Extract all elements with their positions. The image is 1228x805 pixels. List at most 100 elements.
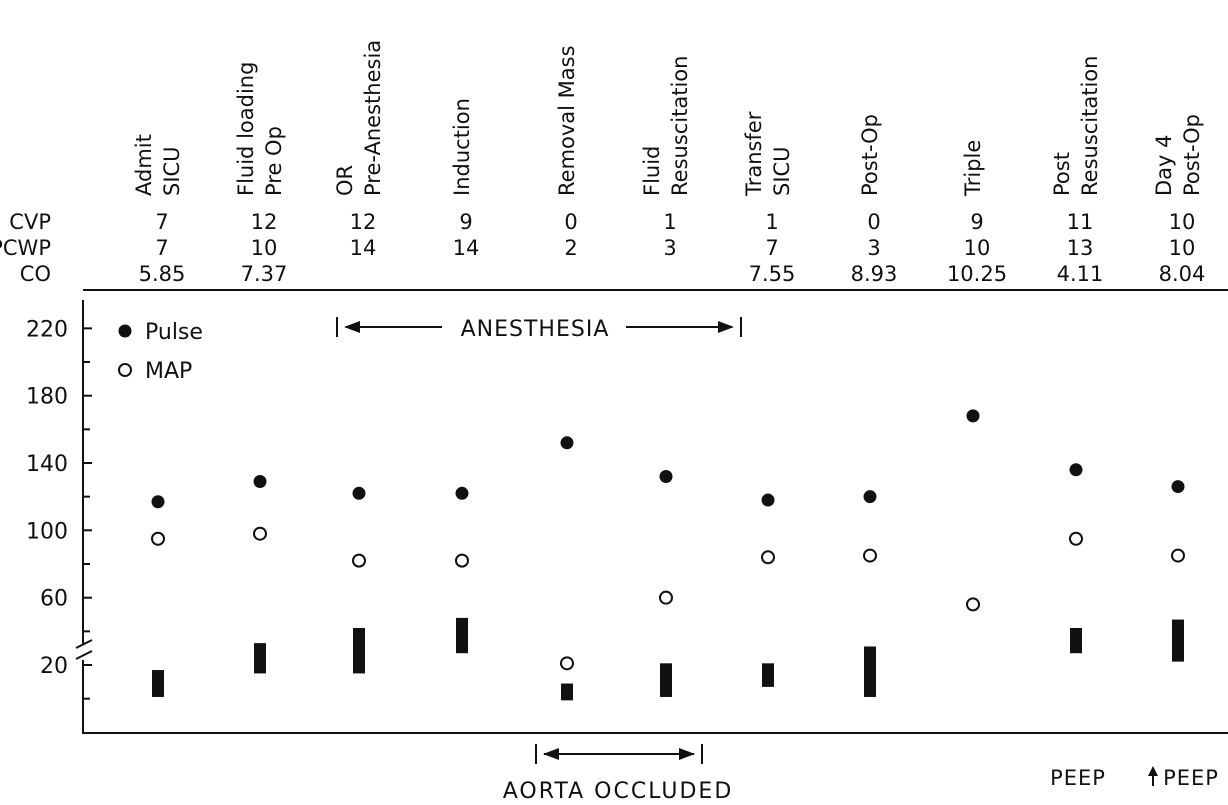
- table-cell: 3: [663, 236, 676, 260]
- category-label: Pre Op: [262, 126, 286, 196]
- peep-label-1: PEEP: [1050, 766, 1106, 790]
- map-point: [352, 553, 366, 568]
- category-label: Admit: [132, 134, 156, 196]
- map-point: [560, 656, 574, 671]
- category-label: Transfer: [742, 111, 766, 197]
- bar: [561, 683, 573, 701]
- table-cell: 10: [1169, 210, 1196, 234]
- table-cell: 10: [251, 236, 278, 260]
- peep-label-2-group: PEEP: [1148, 766, 1219, 790]
- category-label: Resuscitation: [1078, 56, 1102, 196]
- legend-map-label: MAP: [145, 359, 192, 384]
- category-label: SICU: [770, 146, 794, 196]
- table-cell: 9: [459, 210, 472, 234]
- category-label: Resuscitation: [668, 56, 692, 196]
- arrow-right-icon: [718, 321, 734, 333]
- map-point: [151, 531, 165, 546]
- pulse-point: [560, 436, 574, 450]
- legend-pulse-label: Pulse: [145, 320, 203, 345]
- pulse-point: [1171, 480, 1185, 494]
- y-axis: 220 180 140 100 60 20: [26, 317, 92, 700]
- pulse-point: [253, 475, 267, 489]
- aorta-occluded-label: AORTA OCCLUDED: [503, 779, 734, 804]
- table-cell: 13: [1067, 236, 1094, 260]
- bar: [456, 617, 468, 654]
- category-label: Post-Op: [858, 114, 882, 196]
- pulse-point: [659, 469, 673, 483]
- y-tick-label: 20: [40, 654, 68, 679]
- category-label: Fluid: [640, 146, 664, 196]
- category-label: SICU: [160, 146, 184, 196]
- pulse-point: [863, 490, 877, 504]
- table-cell: 9: [970, 210, 983, 234]
- category-label: Removal Mass: [555, 45, 579, 196]
- category-label: Fluid loading: [234, 62, 258, 196]
- legend: Pulse MAP: [118, 320, 203, 384]
- bar: [353, 627, 365, 674]
- category-label: Triple: [961, 140, 985, 197]
- map-point: [1069, 531, 1083, 546]
- points: [151, 409, 1185, 671]
- arrow-left-icon: [543, 748, 559, 760]
- table-cell: 7.55: [749, 262, 796, 286]
- y-tick-label: 100: [26, 519, 68, 544]
- aorta-annotation: AORTA OCCLUDED: [503, 744, 734, 804]
- table-cell: 0: [867, 210, 880, 234]
- plot-frame: [82, 289, 1228, 734]
- arrow-right-icon: [679, 748, 695, 760]
- bars: [152, 617, 1184, 701]
- bar: [254, 643, 266, 674]
- y-tick-label: 180: [26, 385, 68, 410]
- pulse-point: [352, 486, 366, 500]
- pulse-point: [1069, 463, 1083, 477]
- table-cell: 10: [964, 236, 991, 260]
- table-cell: 7: [155, 210, 168, 234]
- bar: [1070, 627, 1082, 654]
- category-label: Induction: [450, 98, 474, 196]
- map-point: [659, 590, 673, 605]
- table-cell: 5.85: [139, 262, 186, 286]
- pulse-point: [966, 409, 980, 423]
- map-point: [761, 550, 775, 565]
- pulse-point: [455, 486, 469, 500]
- bar: [152, 670, 164, 697]
- table-cell: 7.37: [241, 262, 288, 286]
- category-label: Post-Op: [1180, 114, 1204, 196]
- table-cell: 8.93: [851, 262, 898, 286]
- category-label: Pre-Anesthesia: [361, 40, 385, 196]
- table-cell: 10.25: [947, 262, 1007, 286]
- anesthesia-label: ANESTHESIA: [461, 317, 610, 342]
- map-point: [1171, 548, 1185, 563]
- legend-map-marker: [118, 363, 132, 377]
- table-cell: 0: [564, 210, 577, 234]
- map-point: [966, 597, 980, 612]
- peep-label-2: PEEP: [1163, 766, 1219, 790]
- table-cell: 12: [251, 210, 278, 234]
- pulse-point: [761, 493, 775, 507]
- table-row-label: PCWP: [0, 236, 51, 260]
- y-tick-label: 60: [40, 587, 68, 612]
- bar: [864, 646, 876, 697]
- arrow-up-icon: [1148, 766, 1158, 776]
- category-label: OR: [333, 165, 357, 196]
- bar: [1172, 619, 1184, 662]
- table-cell: 8.04: [1159, 262, 1206, 286]
- table-cell: 14: [350, 236, 377, 260]
- table-cell: 7: [765, 236, 778, 260]
- y-tick-label: 140: [26, 452, 68, 477]
- table-cell: 12: [350, 210, 377, 234]
- bar: [660, 663, 672, 697]
- table-cell: 7: [155, 236, 168, 260]
- table-cell: 11: [1067, 210, 1094, 234]
- table-cell: 2: [564, 236, 577, 260]
- y-tick-label: 220: [26, 317, 68, 342]
- table-cell: 4.11: [1057, 262, 1104, 286]
- pulse-point: [151, 495, 165, 509]
- arrow-left-icon: [344, 321, 360, 333]
- category-label: Post: [1050, 152, 1074, 196]
- category-labels: Admit SICU Fluid loading Pre Op OR Pre-Anesth…: [132, 40, 1204, 197]
- legend-pulse-marker: [118, 324, 132, 338]
- map-point: [455, 553, 469, 568]
- map-point: [863, 548, 877, 563]
